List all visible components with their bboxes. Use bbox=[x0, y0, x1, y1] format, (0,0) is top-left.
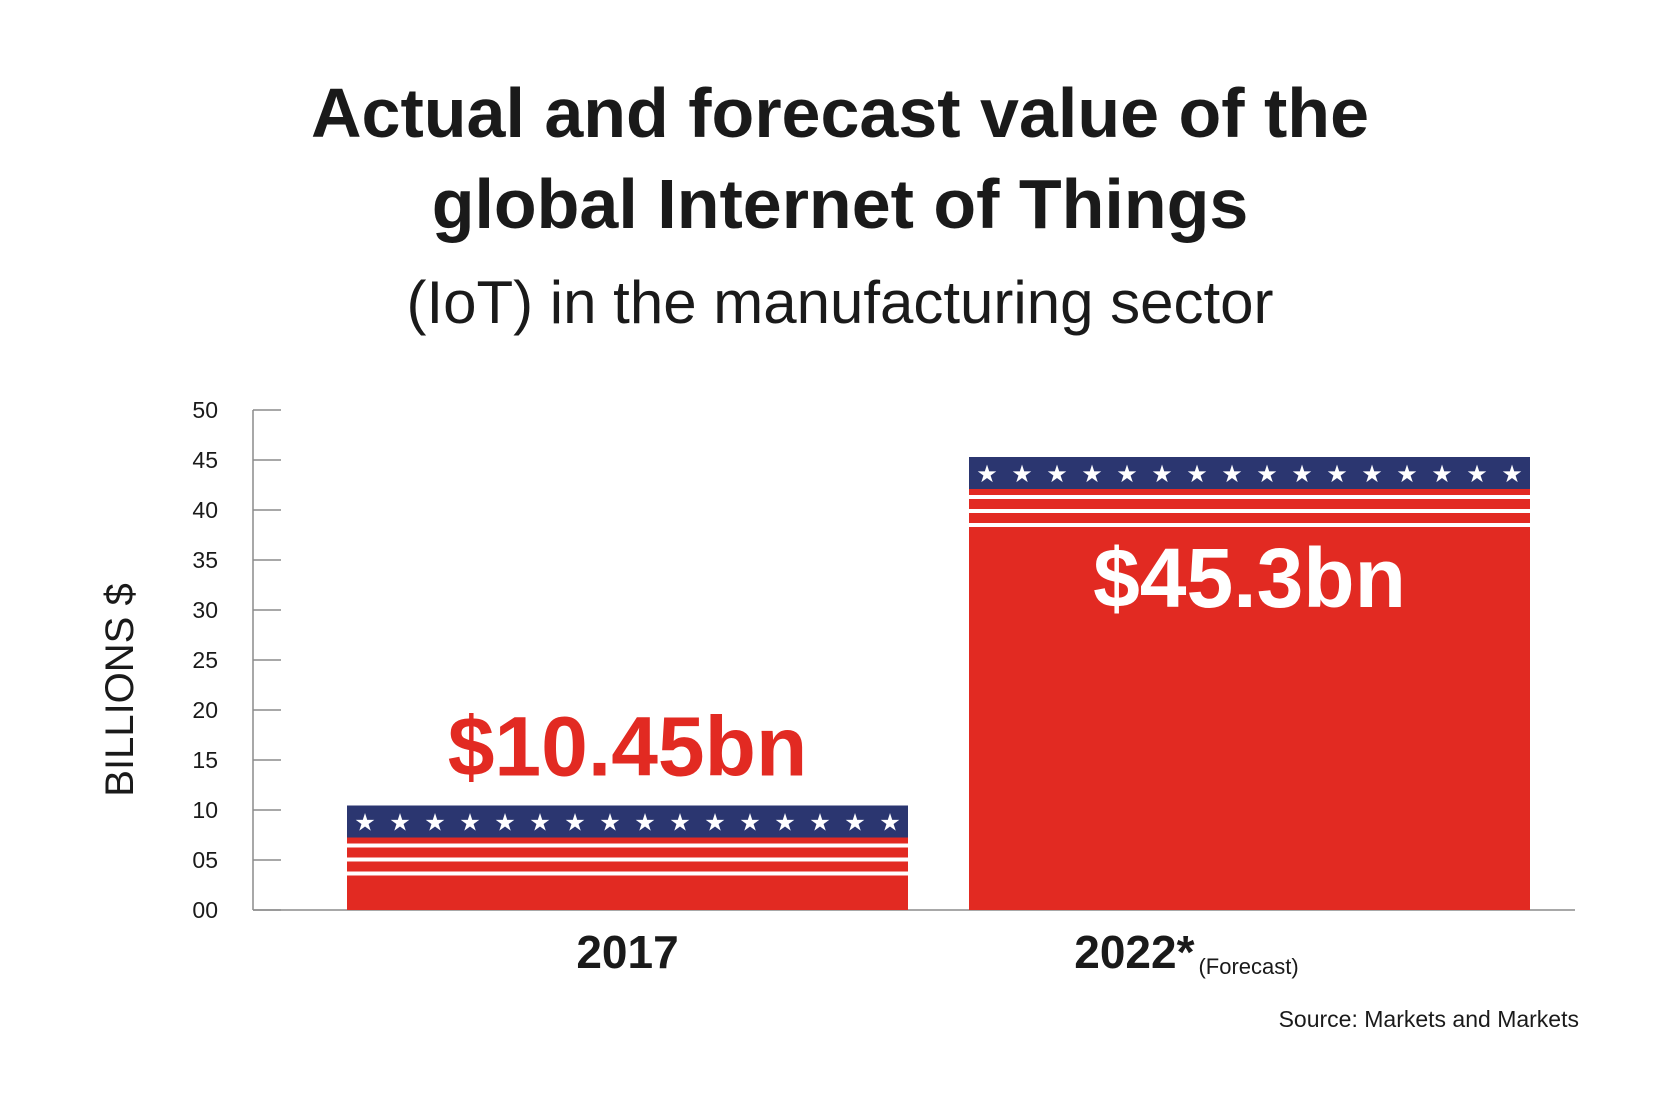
bar-stripe bbox=[969, 509, 1530, 513]
y-tick-label: 45 bbox=[192, 447, 218, 473]
star-icon: ★ bbox=[529, 809, 551, 837]
star-icon: ★ bbox=[976, 460, 998, 488]
y-tick-label: 50 bbox=[192, 397, 218, 423]
bar-stripe bbox=[347, 857, 908, 862]
star-icon: ★ bbox=[1396, 460, 1418, 488]
star-icon: ★ bbox=[1256, 460, 1278, 488]
star-icon: ★ bbox=[704, 809, 726, 837]
y-tick-label: 25 bbox=[192, 647, 218, 673]
bar-body bbox=[969, 457, 1530, 910]
star-icon: ★ bbox=[634, 809, 656, 837]
star-icon: ★ bbox=[1116, 460, 1138, 488]
star-icon: ★ bbox=[1046, 460, 1068, 488]
star-icon: ★ bbox=[354, 809, 376, 837]
chart-title-line-2: global Internet of Things bbox=[431, 165, 1249, 243]
star-icon: ★ bbox=[1361, 460, 1383, 488]
y-tick-label: 00 bbox=[192, 897, 218, 923]
star-icon: ★ bbox=[1186, 460, 1208, 488]
y-tick-label: 35 bbox=[192, 547, 218, 573]
star-icon: ★ bbox=[844, 809, 866, 837]
star-icon: ★ bbox=[1081, 460, 1103, 488]
chart-title: Actual and forecast value of the global … bbox=[0, 68, 1680, 250]
y-tick-label: 05 bbox=[192, 847, 218, 873]
x-category-label: 2022* (Forecast) bbox=[1074, 926, 1298, 979]
star-icon: ★ bbox=[599, 809, 621, 837]
x-category-note: (Forecast) bbox=[1198, 954, 1298, 979]
star-icon: ★ bbox=[1011, 460, 1033, 488]
bar-star-band bbox=[347, 805, 908, 838]
bar-2017: ★ ★ ★ ★ ★ ★ ★ ★ ★ ★ ★ ★ ★ ★ ★ ★ bbox=[347, 805, 908, 910]
star-icon: ★ bbox=[564, 809, 586, 837]
star-icon: ★ bbox=[809, 809, 831, 837]
star-icon: ★ bbox=[879, 809, 901, 837]
star-icon: ★ bbox=[1291, 460, 1313, 488]
y-axis-title: BILLIONS $ bbox=[98, 583, 142, 796]
source-note: Source: Markets and Markets bbox=[1278, 1006, 1579, 1032]
star-icon: ★ bbox=[1326, 460, 1348, 488]
y-tick-label: 20 bbox=[192, 697, 218, 723]
bar-stripe bbox=[969, 495, 1530, 499]
star-icon: ★ bbox=[1501, 460, 1523, 488]
star-icon: ★ bbox=[739, 809, 761, 837]
y-tick-label: 30 bbox=[192, 597, 218, 623]
y-tick-label: 40 bbox=[192, 497, 218, 523]
bar-2022: ★ ★ ★ ★ ★ ★ ★ ★ ★ ★ ★ ★ ★ ★ ★ ★ bbox=[969, 457, 1530, 910]
star-icon: ★ bbox=[1431, 460, 1453, 488]
bar-stripe bbox=[969, 523, 1530, 527]
star-icon: ★ bbox=[424, 809, 446, 837]
x-category-label: 2017 bbox=[576, 926, 678, 978]
y-tick-label: 10 bbox=[192, 797, 218, 823]
star-icon: ★ bbox=[669, 809, 691, 837]
bar-stripe bbox=[347, 871, 908, 876]
star-icon: ★ bbox=[1151, 460, 1173, 488]
y-tick-label: 15 bbox=[192, 747, 218, 773]
data-label: $10.45bn bbox=[448, 700, 808, 794]
star-icon: ★ bbox=[389, 809, 411, 837]
star-icon: ★ bbox=[459, 809, 481, 837]
star-icon: ★ bbox=[774, 809, 796, 837]
star-icon: ★ bbox=[1466, 460, 1488, 488]
star-icon: ★ bbox=[494, 809, 516, 837]
chart-subtitle: (IoT) in the manufacturing sector bbox=[406, 269, 1274, 336]
star-icon: ★ bbox=[1221, 460, 1243, 488]
bar-stripe bbox=[347, 843, 908, 848]
chart-title-line-1: Actual and forecast value of the bbox=[310, 74, 1370, 152]
data-label: $45.3bn bbox=[1093, 531, 1406, 625]
bar-star-band bbox=[969, 457, 1530, 489]
